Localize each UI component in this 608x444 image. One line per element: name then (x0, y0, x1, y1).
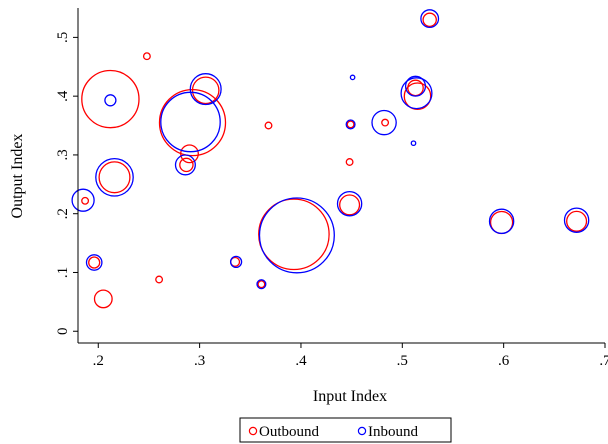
legend-label-outbound: Outbound (259, 424, 320, 440)
bubble-inbound (229, 255, 243, 269)
bubble-outbound (422, 12, 437, 28)
legend-marker-outbound (248, 426, 258, 436)
bubble-outbound (98, 161, 131, 194)
bubble-inbound (404, 75, 427, 97)
x-axis-title: Input Index (313, 388, 387, 405)
y-tick-label: 0 (55, 327, 71, 335)
bubble-outbound (381, 118, 390, 127)
bubble-inbound (104, 94, 117, 107)
bubble-inbound (160, 91, 221, 153)
bubble-inbound (400, 77, 433, 110)
x-tick-label: .6 (498, 353, 510, 369)
bubble-outbound (179, 157, 194, 173)
bubble-outbound (345, 158, 354, 166)
bubble-inbound (256, 279, 267, 290)
bubble-inbound (336, 190, 363, 217)
bubble-outbound (81, 69, 140, 129)
bubble-inbound (71, 188, 95, 212)
bubble-inbound (345, 119, 356, 130)
bubble-inbound (410, 140, 417, 147)
y-tick-label: .2 (55, 208, 71, 219)
y-tick-label: .1 (55, 267, 71, 278)
bubble-inbound (258, 197, 335, 274)
x-tick-label: .2 (93, 353, 104, 369)
bubble-layer (71, 9, 590, 309)
bubble-inbound (174, 154, 196, 176)
bubble-outbound (142, 52, 151, 61)
bubble-inbound (85, 254, 103, 271)
bubble-outbound (403, 82, 432, 111)
bubble-outbound (81, 196, 90, 205)
x-tick-label: .3 (194, 353, 205, 369)
bubble-outbound (257, 280, 266, 289)
bubble-outbound (264, 121, 273, 130)
bubble-outbound (93, 289, 113, 309)
x-tick-label: .4 (295, 353, 307, 369)
bubble-outbound (191, 76, 220, 105)
bubble-inbound (349, 74, 356, 81)
x-tick-label: .7 (599, 353, 608, 369)
legend: Outbound Inbound (239, 417, 452, 443)
bubble-inbound (488, 208, 515, 235)
bubble-outbound (566, 210, 588, 232)
bubble-outbound (339, 194, 361, 216)
legend-label-inbound: Inbound (368, 424, 418, 440)
bubble-inbound (420, 9, 440, 29)
legend-marker-inbound (357, 426, 367, 436)
legend-box (239, 417, 452, 443)
bubble-outbound (346, 120, 355, 129)
bubble-inbound (189, 73, 222, 106)
y-axis-title: Output Index (9, 134, 26, 219)
bubble-outbound (155, 275, 164, 284)
y-tick-label: .4 (55, 90, 71, 102)
y-tick-label: .5 (55, 32, 71, 43)
x-tick-label: .5 (397, 353, 408, 369)
bubble-outbound (258, 198, 330, 271)
axes: .2 .3 .4 .5 .6 .7 0 .1 .2 .3 .4 .5 (55, 8, 608, 369)
y-tick-label: .3 (55, 149, 71, 160)
bubble-outbound (180, 144, 199, 164)
bubble-inbound (371, 109, 397, 136)
bubble-inbound (563, 207, 590, 233)
bubble-outbound (88, 256, 101, 269)
bubble-inbound (95, 157, 134, 197)
